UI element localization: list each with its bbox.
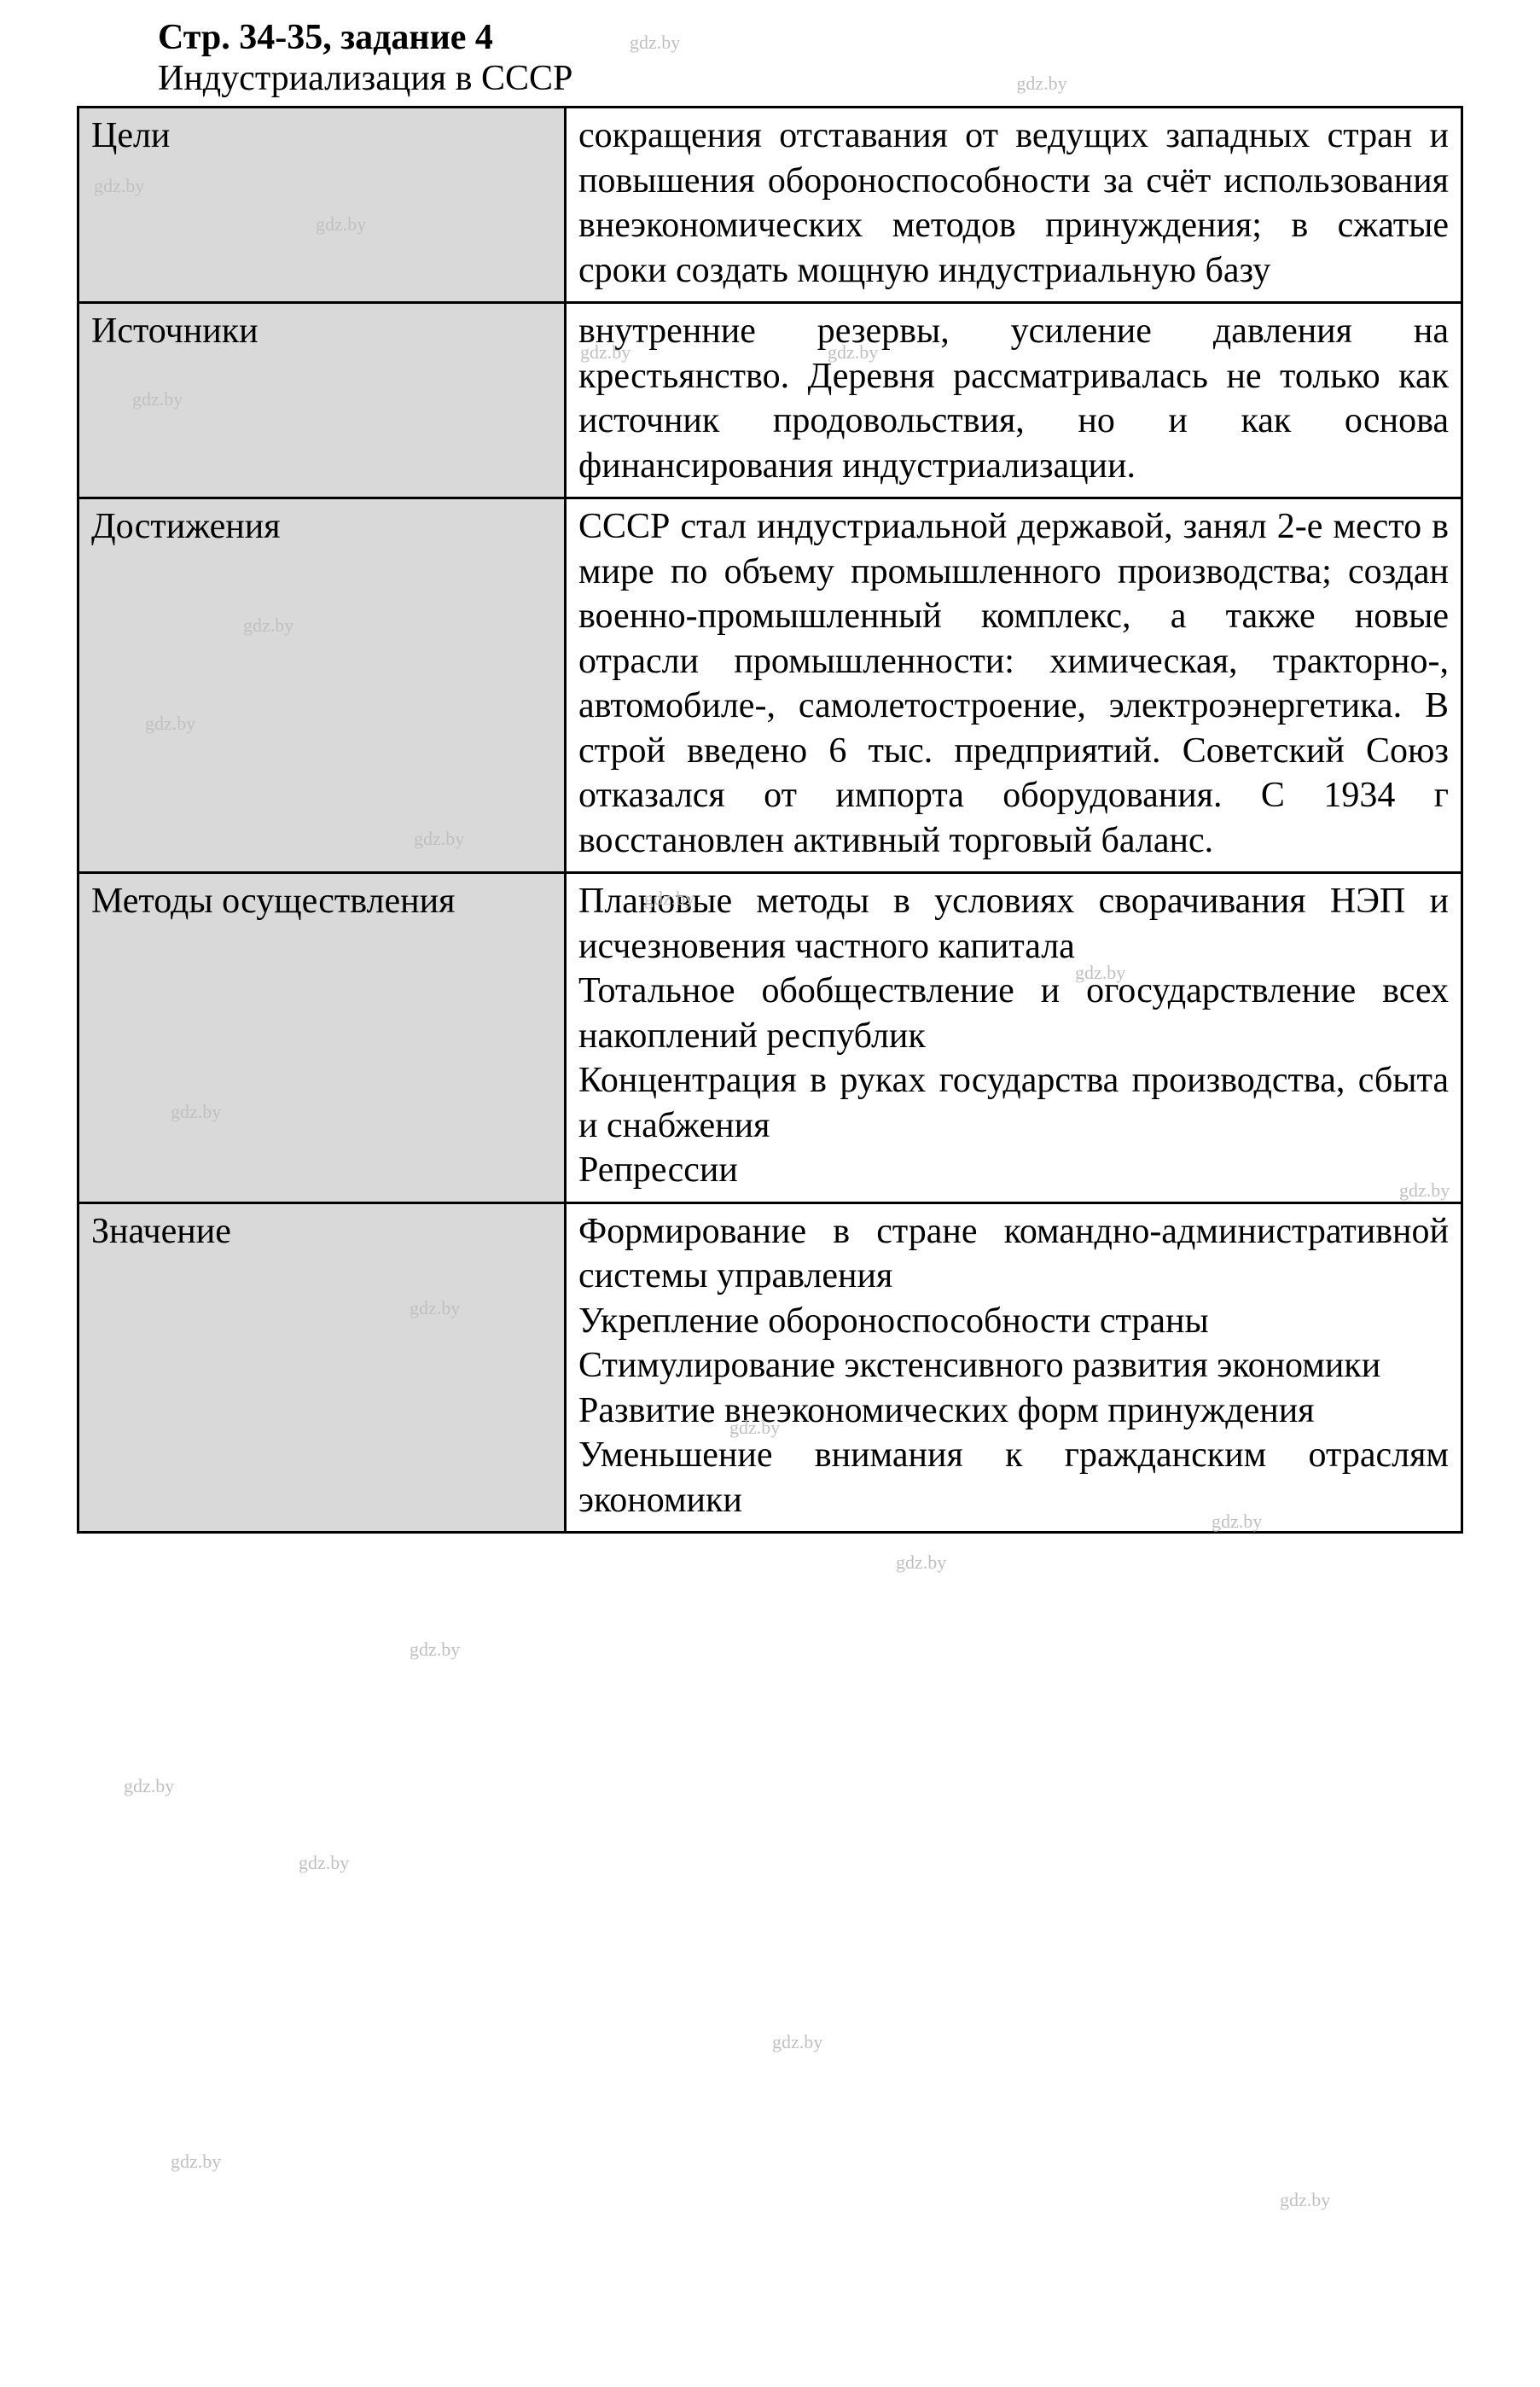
watermark-icon: gdz.by	[896, 1552, 946, 1574]
table-row: Достижения СССР стал индустриальной держа…	[78, 498, 1462, 873]
row-label-cell: Цели	[78, 108, 566, 303]
table-row: Значение Формирование в стране командно-а…	[78, 1202, 1462, 1533]
page: Стр. 34-35, задание 4 gdz.by Индустриали…	[0, 0, 1540, 2387]
heading-area: Стр. 34-35, задание 4 gdz.by Индустриали…	[77, 17, 1463, 99]
row-label-cell: Достижения	[78, 498, 566, 873]
row-content-cell: Формирование в стране командно-администр…	[566, 1202, 1462, 1533]
table-row: Источники внутренние резервы, усиление да…	[78, 303, 1462, 498]
row-content-line: Тотальное обобществление и огосударствле…	[578, 971, 1449, 1056]
watermark-icon: gdz.by	[1016, 73, 1066, 95]
row-content-cell: сокращения отставания от ведущих западны…	[566, 108, 1462, 303]
row-label: Методы осуществления	[91, 882, 455, 921]
row-content-line: сокращения отставания от ведущих западны…	[578, 116, 1449, 290]
table-row: Методы осуществления Плановые методы в ус…	[78, 873, 1462, 1203]
table-row: Цели сокращения отставания от ведущих зап…	[78, 108, 1462, 303]
heading-line-2: Индустриализация в СССР gdz.by	[158, 58, 1463, 99]
watermark-icon: gdz.by	[772, 2031, 822, 2053]
heading-bold: Стр. 34-35, задание 4	[158, 17, 493, 58]
row-content-line: Развитие внеэкономических форм принужден…	[578, 1391, 1315, 1430]
row-content-line: Формирование в стране командно-администр…	[578, 1212, 1449, 1296]
row-label: Цели	[91, 116, 170, 155]
watermark-icon: gdz.by	[124, 1775, 174, 1797]
row-label-cell: Методы осуществления	[78, 873, 566, 1203]
row-content-line: Концентрация в руках государства произво…	[578, 1061, 1449, 1145]
row-label: Достижения	[91, 507, 281, 546]
row-label-cell: Источники	[78, 303, 566, 498]
watermark-icon: gdz.by	[299, 1852, 349, 1874]
watermark-icon: gdz.by	[171, 2151, 221, 2173]
watermark-icon: gdz.by	[410, 1639, 460, 1661]
watermark-icon: gdz.by	[630, 32, 680, 54]
row-content-line: СССР стал индустриальной державой, занял…	[578, 507, 1449, 860]
row-content-line: внутренние резервы, усиление давления на…	[578, 311, 1449, 486]
row-content-line: Укрепление обороноспособности страны	[578, 1301, 1209, 1341]
row-label-cell: Значение	[78, 1202, 566, 1533]
row-label: Источники	[91, 311, 259, 351]
content-table: Цели сокращения отставания от ведущих зап…	[77, 106, 1463, 1534]
row-content-line: Плановые методы в условиях сворачивания …	[578, 882, 1449, 966]
row-content-line: Уменьшение внимания к гражданским отрасл…	[578, 1435, 1449, 1520]
row-content-cell: СССР стал индустриальной державой, занял…	[566, 498, 1462, 873]
row-content-cell: внутренние резервы, усиление давления на…	[566, 303, 1462, 498]
watermark-icon: gdz.by	[1280, 2189, 1330, 2211]
heading-subtitle: Индустриализация в СССР	[158, 58, 572, 99]
row-content-line: Стимулирование экстенсивного развития эк…	[578, 1346, 1380, 1385]
table-body: Цели сокращения отставания от ведущих зап…	[78, 108, 1462, 1533]
heading-line-1: Стр. 34-35, задание 4 gdz.by	[158, 17, 1463, 58]
row-content-line: Репрессии	[578, 1150, 738, 1190]
row-content-cell: Плановые методы в условиях сворачивания …	[566, 873, 1462, 1203]
row-label: Значение	[91, 1212, 231, 1251]
